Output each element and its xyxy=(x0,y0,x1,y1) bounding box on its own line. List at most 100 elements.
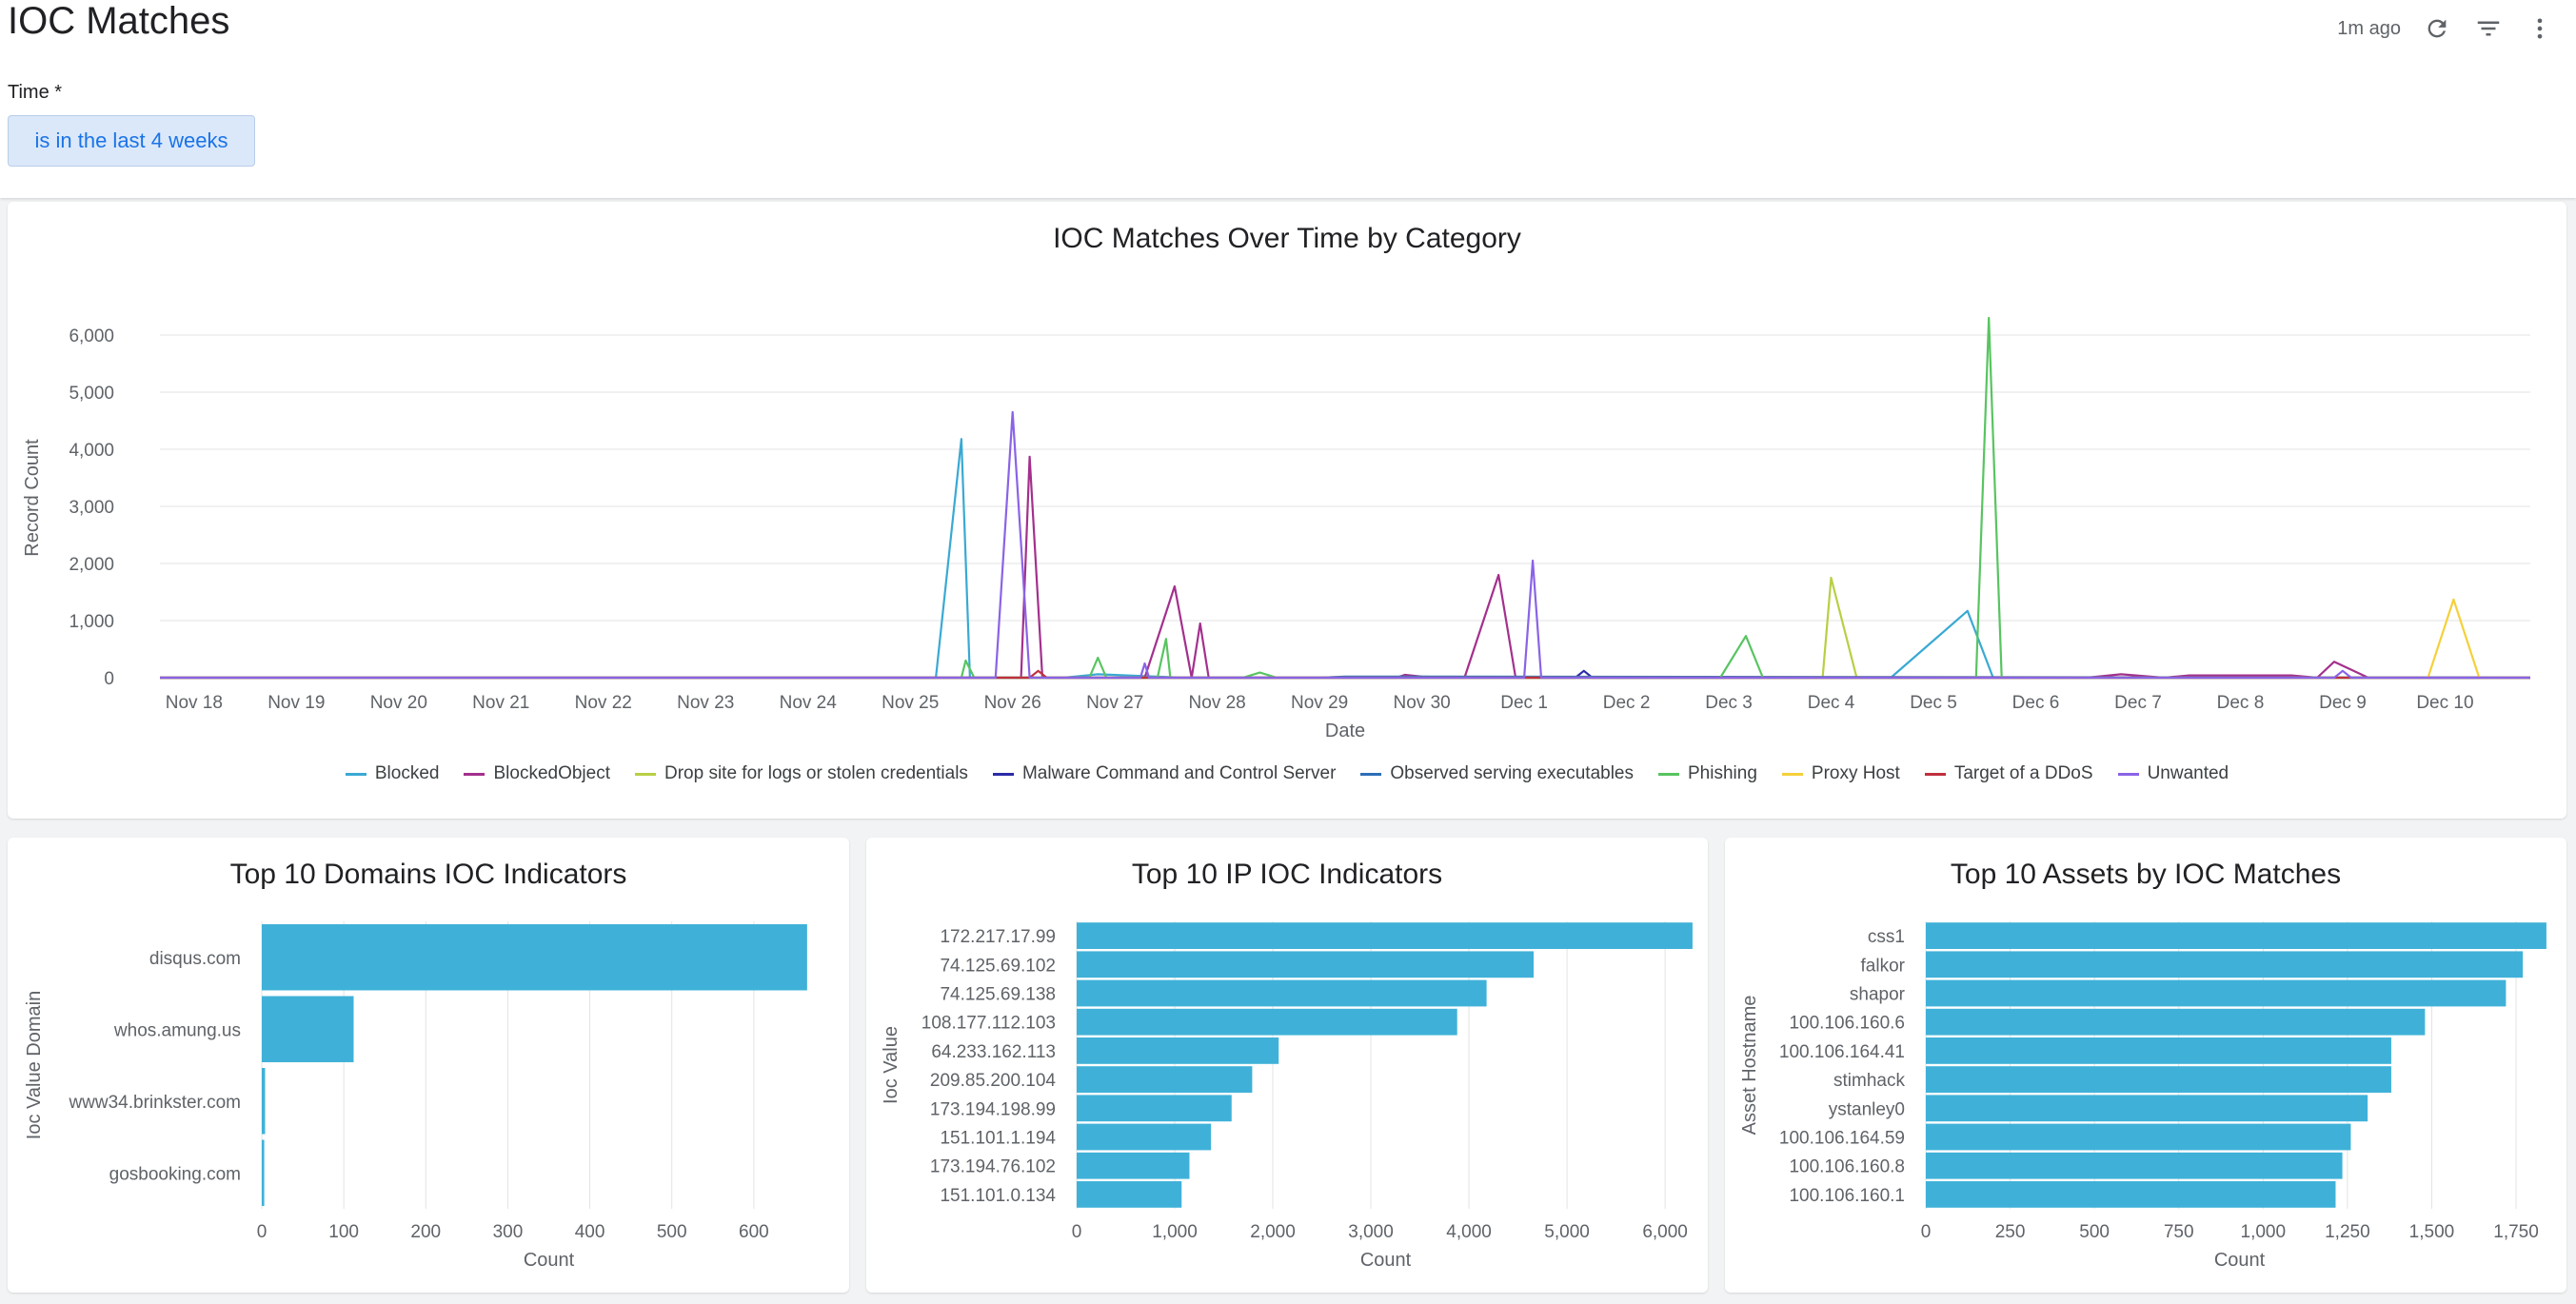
legend-swatch xyxy=(1360,772,1382,776)
category-label: 151.101.1.194 xyxy=(940,1129,1056,1149)
bar[interactable] xyxy=(1926,1037,2391,1064)
bar[interactable] xyxy=(1926,1181,2336,1208)
bar[interactable] xyxy=(1077,1066,1253,1093)
series-line-drop-site-for-logs-or-stolen-credentials[interactable] xyxy=(160,576,2530,680)
bar[interactable] xyxy=(262,1139,265,1206)
bar[interactable] xyxy=(1077,1181,1182,1208)
legend-label: Drop site for logs or stolen credentials xyxy=(664,763,968,783)
bar[interactable] xyxy=(1077,1008,1457,1036)
ips-chart-card: Top 10 IP IOC Indicators 0 1,000 2,000 3,00… xyxy=(866,838,1708,1293)
x-tick-label: 500 xyxy=(657,1222,687,1242)
x-tick-label: 3,000 xyxy=(1348,1222,1394,1242)
x-tick-label: Nov 24 xyxy=(780,693,838,713)
x-tick-label: 250 xyxy=(1995,1222,2026,1242)
category-label: css1 xyxy=(1868,927,1905,947)
series-line-unwanted[interactable] xyxy=(160,410,2530,680)
legend-item[interactable]: Drop site for logs or stolen credentials xyxy=(635,763,968,784)
time-filter-chip[interactable]: is in the last 4 weeks xyxy=(8,115,255,167)
refresh-icon[interactable] xyxy=(2418,10,2456,48)
legend-item[interactable]: Target of a DDoS xyxy=(1924,763,2093,784)
line-chart-title: IOC Matches Over Time by Category xyxy=(1053,223,1521,254)
series-line-blocked[interactable] xyxy=(160,438,2530,680)
x-tick-label: Nov 30 xyxy=(1394,693,1451,713)
bar[interactable] xyxy=(262,924,807,991)
legend-item[interactable]: Blocked xyxy=(345,763,440,784)
x-tick-label: Nov 26 xyxy=(984,693,1041,713)
category-label: 100.106.164.41 xyxy=(1779,1042,1905,1062)
bar[interactable] xyxy=(1077,1095,1232,1122)
legend-item[interactable]: Observed serving executables xyxy=(1360,763,1634,784)
y-axis-label: Record Count xyxy=(22,439,43,557)
category-label: 100.106.160.6 xyxy=(1789,1014,1905,1034)
bar[interactable] xyxy=(1926,1152,2343,1179)
bar[interactable] xyxy=(1926,979,2507,1007)
dashboard-header: IOC Matches 1m ago Time * is in the last… xyxy=(0,0,2576,198)
x-tick-label: 300 xyxy=(493,1222,524,1242)
more-vert-icon[interactable] xyxy=(2521,10,2559,48)
x-tick-label: 500 xyxy=(2079,1222,2110,1242)
bar[interactable] xyxy=(1077,1037,1279,1064)
legend-item[interactable]: Unwanted xyxy=(2117,763,2229,784)
x-tick-label: 1,750 xyxy=(2493,1222,2539,1242)
x-tick-label: Dec 7 xyxy=(2114,693,2162,713)
category-label: 100.106.164.59 xyxy=(1779,1129,1905,1149)
bar[interactable] xyxy=(1926,1095,2368,1122)
bar[interactable] xyxy=(1077,922,1693,949)
x-tick-label: 200 xyxy=(410,1222,441,1242)
x-tick-label: 1,500 xyxy=(2409,1222,2455,1242)
category-label: www34.brinkster.com xyxy=(68,1093,241,1113)
y-tick-label: 2,000 xyxy=(69,555,114,575)
legend-item[interactable]: Malware Command and Control Server xyxy=(992,763,1336,784)
x-tick-label: 1,000 xyxy=(2241,1222,2287,1242)
legend-swatch xyxy=(1781,772,1803,776)
x-tick-label: 5,000 xyxy=(1544,1222,1590,1242)
bar[interactable] xyxy=(1077,1152,1190,1179)
y-tick-label: 3,000 xyxy=(69,498,114,518)
x-tick-label: 2,000 xyxy=(1250,1222,1296,1242)
domains-chart-card: Top 10 Domains IOC Indicators 0 100 200 300… xyxy=(8,838,849,1293)
category-label: 64.233.162.113 xyxy=(931,1042,1056,1062)
bar[interactable] xyxy=(1077,1123,1212,1151)
x-axis-label: Count xyxy=(524,1250,575,1271)
x-tick-label: 400 xyxy=(575,1222,605,1242)
legend-item[interactable]: BlockedObject xyxy=(464,763,610,784)
bar[interactable] xyxy=(1926,1123,2351,1151)
bar[interactable] xyxy=(1926,922,2546,949)
legend-swatch xyxy=(2117,772,2139,776)
x-tick-label: Nov 19 xyxy=(268,693,325,713)
series-line-proxy-host[interactable] xyxy=(160,598,2530,680)
bar[interactable] xyxy=(1926,951,2524,978)
filter-icon[interactable] xyxy=(2469,10,2507,48)
y-axis-label: Ioc Value Domain xyxy=(24,991,45,1139)
x-tick-label: Dec 3 xyxy=(1705,693,1753,713)
x-tick-label: Dec 10 xyxy=(2416,693,2473,713)
series-line-blockedobject[interactable] xyxy=(160,455,2530,680)
category-label: 173.194.198.99 xyxy=(930,1099,1056,1119)
legend-label: Blocked xyxy=(374,763,440,783)
category-label: gosbooking.com xyxy=(109,1164,241,1184)
category-label: 100.106.160.1 xyxy=(1789,1186,1905,1206)
legend-item[interactable]: Phishing xyxy=(1658,763,1757,784)
bar[interactable] xyxy=(1926,1066,2391,1093)
x-tick-label: Dec 6 xyxy=(2012,693,2060,713)
bar[interactable] xyxy=(1077,951,1535,978)
legend-item[interactable]: Proxy Host xyxy=(1781,763,1900,784)
x-axis-label: Count xyxy=(2214,1250,2266,1271)
legend-label: Proxy Host xyxy=(1811,763,1900,783)
series-line-phishing[interactable] xyxy=(160,316,2530,680)
legend-label: Target of a DDoS xyxy=(1953,763,2093,783)
x-tick-label: Nov 21 xyxy=(472,693,529,713)
y-axis-label: Ioc Value xyxy=(881,1026,902,1104)
legend-swatch xyxy=(345,772,367,776)
legend-label: Observed serving executables xyxy=(1390,763,1634,783)
x-axis-label: Date xyxy=(1325,721,1365,741)
legend-label: BlockedObject xyxy=(493,763,610,783)
category-label: 173.194.76.102 xyxy=(930,1157,1056,1177)
time-filter-label: Time * xyxy=(8,82,63,103)
legend-label: Unwanted xyxy=(2147,763,2229,783)
bar[interactable] xyxy=(262,996,354,1062)
x-tick-label: Dec 8 xyxy=(2217,693,2265,713)
bar[interactable] xyxy=(1926,1008,2426,1036)
bar[interactable] xyxy=(262,1068,266,1135)
bar[interactable] xyxy=(1077,979,1487,1007)
